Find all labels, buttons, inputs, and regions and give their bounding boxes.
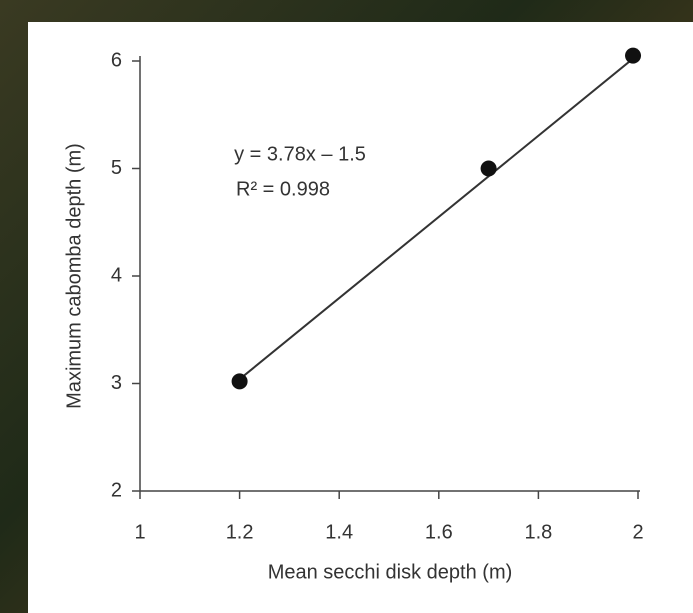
point — [480, 160, 497, 177]
x-axis-title: Mean secchi disk depth (m) — [268, 561, 513, 583]
y-tick-label: 4 — [111, 264, 122, 286]
y-axis-title: Maximum cabomba depth (m) — [63, 143, 85, 409]
fit-line — [238, 53, 639, 380]
y-tick-label: 5 — [111, 157, 122, 179]
x-tick-label: 2 — [632, 521, 643, 543]
x-tick-label: 1 — [134, 521, 145, 543]
x-tick-label: 1.6 — [425, 521, 453, 543]
x-tick-label: 1.8 — [524, 521, 552, 543]
annotation: y = 3.78x – 1.5 — [234, 143, 366, 165]
chart-panel — [28, 22, 693, 613]
annotation: R² = 0.998 — [236, 178, 330, 200]
point — [231, 373, 248, 390]
y-tick-label: 2 — [111, 479, 122, 501]
x-tick-label: 1.4 — [325, 521, 353, 543]
y-tick-label: 6 — [111, 49, 122, 71]
x-tick-label: 1.2 — [226, 521, 254, 543]
y-tick-label: 3 — [111, 372, 122, 394]
point — [625, 47, 642, 64]
